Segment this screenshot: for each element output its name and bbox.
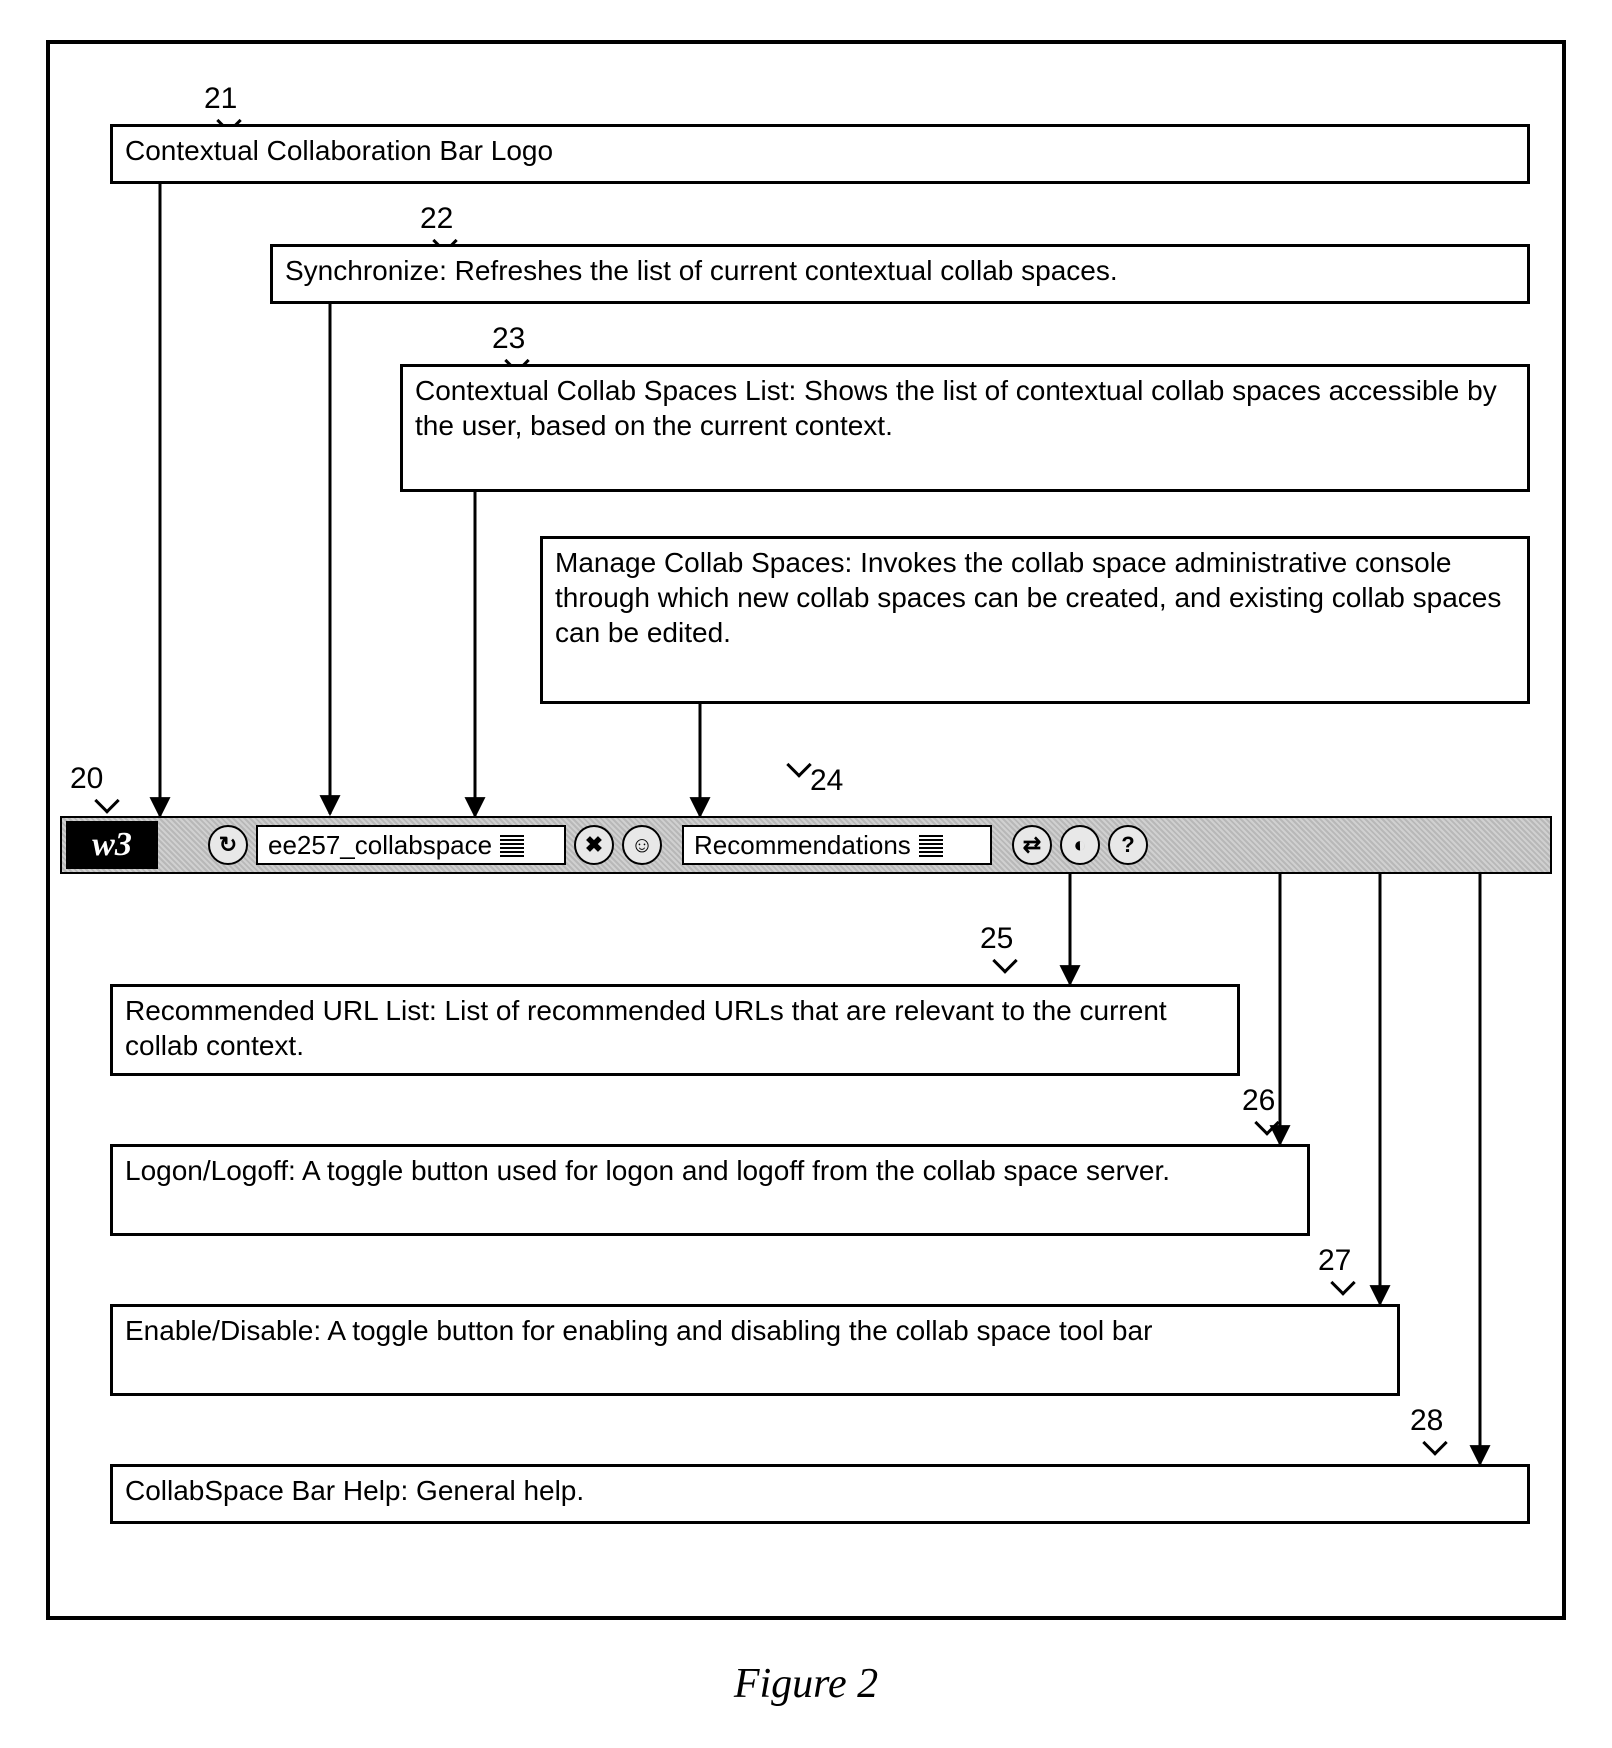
- callout-23-text: Contextual Collab Spaces List: Shows the…: [415, 375, 1497, 441]
- enable-icon[interactable]: ◐: [1060, 825, 1100, 865]
- callout-27-text: Enable/Disable: A toggle button for enab…: [125, 1315, 1152, 1346]
- callout-26-text: Logon/Logoff: A toggle button used for l…: [125, 1155, 1170, 1186]
- chevron-down-icon: [919, 833, 943, 857]
- recommendations-dropdown[interactable]: Recommendations: [682, 825, 992, 865]
- ref-24: 24: [810, 764, 843, 798]
- callout-28-text: CollabSpace Bar Help: General help.: [125, 1475, 584, 1506]
- chat-icon[interactable]: ☺: [622, 825, 662, 865]
- callout-23: Contextual Collab Spaces List: Shows the…: [400, 364, 1530, 492]
- callout-25-text: Recommended URL List: List of recommende…: [125, 995, 1167, 1061]
- ref-24-tick: [786, 752, 811, 777]
- chevron-down-icon: [500, 833, 524, 857]
- logon-icon[interactable]: ⇄: [1012, 825, 1052, 865]
- recommendations-dropdown-value: Recommendations: [694, 830, 911, 861]
- callout-28: CollabSpace Bar Help: General help.: [110, 1464, 1530, 1524]
- callout-27: Enable/Disable: A toggle button for enab…: [110, 1304, 1400, 1396]
- sync-icon[interactable]: ↻: [208, 825, 248, 865]
- ref-20: 20: [70, 762, 103, 796]
- collabspace-dropdown-value: ee257_collabspace: [268, 830, 492, 861]
- figure-frame: 20 21 Contextual Collaboration Bar Logo …: [46, 40, 1566, 1620]
- callout-21-text: Contextual Collaboration Bar Logo: [125, 135, 553, 166]
- callout-21: Contextual Collaboration Bar Logo: [110, 124, 1530, 184]
- help-icon[interactable]: ?: [1108, 825, 1148, 865]
- callout-25: Recommended URL List: List of recommende…: [110, 984, 1240, 1076]
- callout-22-text: Synchronize: Refreshes the list of curre…: [285, 255, 1118, 286]
- callout-24: Manage Collab Spaces: Invokes the collab…: [540, 536, 1530, 704]
- callout-22: Synchronize: Refreshes the list of curre…: [270, 244, 1530, 304]
- collab-toolbar: w3 ↻ ee257_collabspace ✖ ☺ Recommendatio…: [60, 816, 1552, 874]
- collabspace-dropdown[interactable]: ee257_collabspace: [256, 825, 566, 865]
- manage-icon[interactable]: ✖: [574, 825, 614, 865]
- logo[interactable]: w3: [66, 821, 158, 869]
- callout-24-text: Manage Collab Spaces: Invokes the collab…: [555, 547, 1501, 648]
- callout-26: Logon/Logoff: A toggle button used for l…: [110, 1144, 1310, 1236]
- figure-caption: Figure 2: [40, 1660, 1572, 1708]
